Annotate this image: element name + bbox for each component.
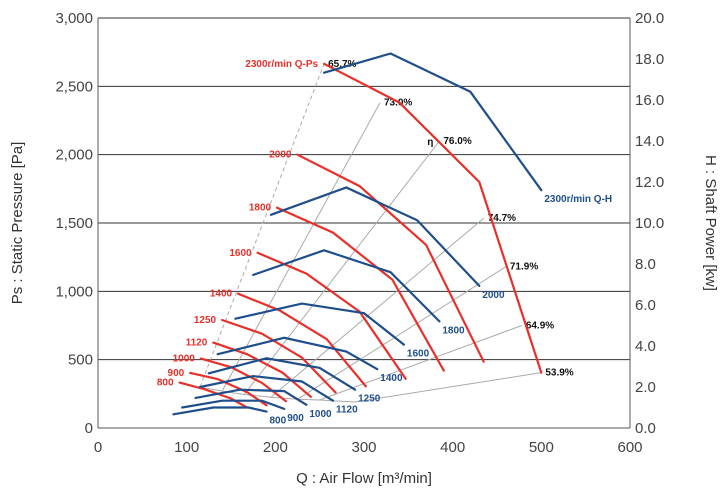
power-label-1000: 1000 — [309, 409, 332, 420]
x-tick-label: 400 — [440, 439, 465, 456]
y-right-tick-label: 12.0 — [635, 174, 664, 191]
pressure-label-1000: 1000 — [173, 354, 196, 365]
y-right-tick-label: 4.0 — [635, 338, 656, 355]
power-curve-1800 — [252, 249, 441, 323]
power-label-900: 900 — [287, 413, 304, 424]
pressure-label-2000: 2000 — [269, 150, 292, 161]
x-tick-label: 500 — [529, 439, 554, 456]
y-right-tick-label: 0.0 — [635, 420, 656, 437]
efficiency-label: 76.0% — [443, 136, 471, 147]
power-label-1800: 1800 — [442, 325, 465, 336]
power-curve-2300 — [323, 52, 543, 192]
pressure-label-1400: 1400 — [210, 289, 233, 300]
efficiency-label: 53.9% — [545, 368, 573, 379]
pressure-curve-1000 — [199, 357, 288, 403]
pressure-curve-2300 — [323, 62, 543, 374]
efficiency-line — [355, 372, 542, 403]
x-tick-label: 200 — [263, 439, 288, 456]
y-right-tick-label: 2.0 — [635, 379, 656, 396]
x-tick-label: 300 — [351, 439, 376, 456]
power-curve-1600 — [234, 302, 405, 346]
y-left-tick-label: 3,000 — [55, 10, 93, 27]
efficiency-envelope — [199, 386, 356, 403]
x-tick-label: 100 — [174, 439, 199, 456]
y-right-tick-label: 20.0 — [635, 10, 664, 27]
power-curve-900 — [181, 399, 286, 410]
y-left-tick-label: 2,000 — [55, 147, 93, 164]
power-label-2000: 2000 — [482, 290, 505, 301]
y-right-tick-label: 6.0 — [635, 297, 656, 314]
pressure-label-2300: 2300r/min Q-Ps — [245, 59, 318, 70]
pressure-curve-1120 — [212, 341, 312, 398]
y-left-tick-label: 0 — [85, 420, 93, 437]
efficiency-label: 74.7% — [488, 213, 516, 224]
y-right-tick-label: 10.0 — [635, 215, 664, 232]
y-left-tick-label: 500 — [68, 352, 93, 369]
power-label-800: 800 — [269, 416, 286, 427]
y-right-tick-label: 8.0 — [635, 256, 656, 273]
pressure-label-1800: 1800 — [249, 203, 272, 214]
x-tick-label: 600 — [617, 439, 642, 456]
pressure-curve-1800 — [276, 206, 445, 372]
efficiency-label: 71.9% — [510, 262, 538, 273]
power-label-2300: 2300r/min Q-H — [544, 194, 612, 205]
pressure-curve-2000 — [296, 153, 485, 363]
power-label-1600: 1600 — [407, 349, 430, 360]
efficiency-line — [221, 102, 381, 392]
efficiency-line — [297, 266, 507, 400]
power-curve-1400 — [216, 336, 379, 371]
efficiency-line — [243, 140, 440, 395]
efficiency-line — [199, 63, 325, 388]
y-right-tick-label: 14.0 — [635, 133, 664, 150]
pressure-curve-900 — [189, 371, 268, 407]
power-label-1120: 1120 — [336, 405, 358, 416]
power-curve-2000 — [269, 186, 481, 287]
efficiency-line — [270, 217, 485, 398]
power-label-1250: 1250 — [358, 394, 381, 405]
y-left-tick-label: 1,000 — [55, 283, 93, 300]
pressure-label-1600: 1600 — [229, 248, 252, 259]
efficiency-label: 64.9% — [526, 321, 554, 332]
pressure-curve-1250 — [221, 318, 337, 394]
eta-symbol: η — [427, 137, 433, 148]
pressure-curve-1400 — [237, 292, 367, 388]
power-label-1400: 1400 — [380, 373, 403, 384]
efficiency-line — [319, 325, 522, 401]
y-left-tick-label: 2,500 — [55, 78, 93, 95]
y-right-tick-label: 18.0 — [635, 51, 664, 68]
y-right-tick-label: 16.0 — [635, 92, 664, 109]
y-left-tick-label: 1,500 — [55, 215, 93, 232]
x-axis-title: Q : Air Flow [m³/min] — [296, 470, 432, 487]
pressure-label-1250: 1250 — [194, 315, 217, 326]
y-left-axis-title: Ps : Static Pressure [Pa] — [9, 142, 26, 305]
y-right-axis-title: H : Shaft Power [kw] — [702, 155, 719, 291]
pressure-label-900: 900 — [168, 368, 185, 379]
x-tick-label: 0 — [94, 439, 102, 456]
efficiency-label: 65.7% — [328, 59, 356, 70]
power-curve-1000 — [194, 388, 308, 406]
power-curve-1250 — [207, 357, 357, 391]
pressure-label-800: 800 — [157, 378, 174, 389]
power-curve-1120 — [198, 374, 335, 402]
power-curve-800 — [172, 406, 268, 416]
pressure-curve-1600 — [256, 251, 407, 380]
pressure-label-1120: 1120 — [186, 338, 208, 349]
